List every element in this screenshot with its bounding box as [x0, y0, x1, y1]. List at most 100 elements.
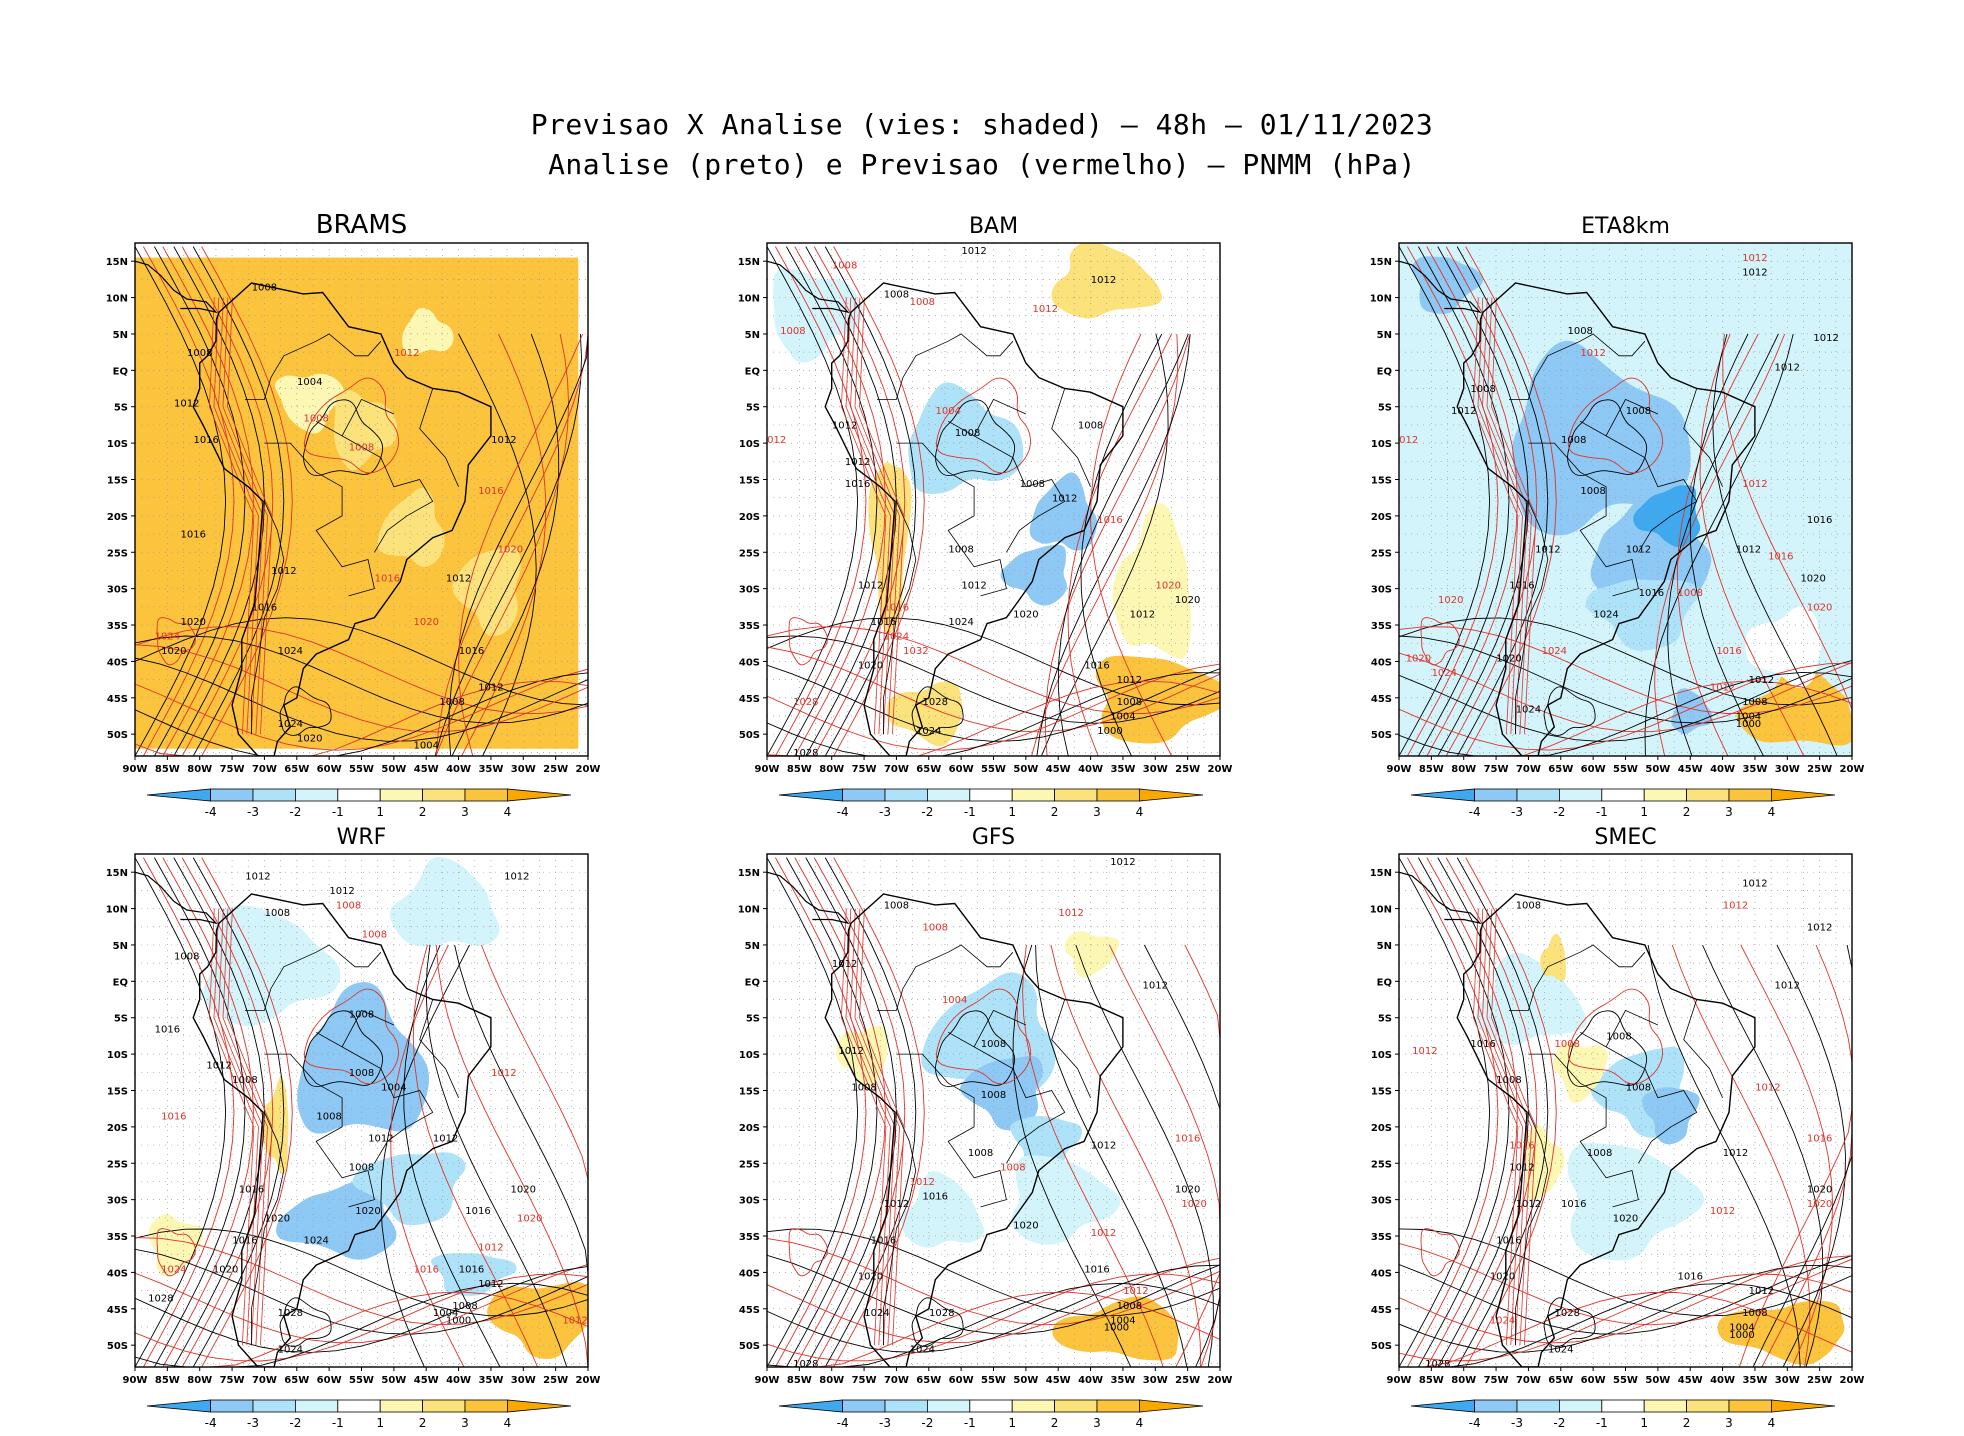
colorbar-segment: [506, 788, 572, 802]
country-border: [877, 944, 1014, 1011]
colorbar-segment: [969, 1399, 1013, 1413]
lat-tick-label: 15S: [107, 475, 128, 486]
analysis-isobar: [824, 857, 917, 1367]
lon-tick-label: 55W: [1613, 764, 1638, 775]
forecast-isobar-andes: [1486, 908, 1532, 1346]
analysis-contour-label: 1000: [1104, 1323, 1129, 1334]
forecast-contour-label: 1008: [1000, 1163, 1025, 1174]
analysis-contour-label: 1012: [832, 959, 857, 970]
lat-tick-label: EQ: [113, 366, 128, 377]
lon-tick-label: 50W: [1013, 1375, 1038, 1386]
central-america-coast: [1399, 871, 1482, 925]
forecast-isobar: [156, 617, 196, 666]
analysis-isobar: [135, 857, 227, 1367]
bias-region: [901, 1171, 985, 1248]
panel-chart-svg: GFS1012100810121012100810121008100810081…: [738, 825, 1233, 1430]
colorbar-segment: [1011, 788, 1056, 802]
bias-region: [960, 1055, 1043, 1131]
bias-region: [868, 462, 912, 634]
lat-tick-label: 50S: [107, 1341, 128, 1352]
analysis-contour-label: 1012: [329, 886, 354, 897]
forecast-contour-label: 1012: [1091, 1228, 1116, 1239]
lat-tick-label: 50S: [739, 1341, 760, 1352]
panel-title: BRAMS: [316, 210, 408, 240]
forecast-isobar-andes: [208, 297, 255, 735]
analysis-contour-label: 1012: [1723, 1148, 1748, 1159]
analysis-contour-label: 1012: [1742, 879, 1767, 890]
lon-tick-label: 50W: [1645, 1375, 1670, 1386]
analysis-contour-label: 1016: [871, 617, 896, 628]
lon-tick-label: 60W: [317, 764, 342, 775]
analysis-contour-label: 1012: [206, 1061, 231, 1072]
analysis-isobar: [911, 1297, 964, 1347]
panel-smec: SMEC 1012 1008 1012 1012 1016 1008 1008 1008 1008…: [1369, 816, 1964, 1430]
analysis-contour-label: 1008: [1626, 1082, 1651, 1093]
forecast-contour-label: 1012: [562, 1315, 587, 1326]
lon-tick-label: 50W: [381, 1375, 406, 1386]
analysis-isobar: [767, 635, 1220, 724]
lat-tick-label: 45S: [739, 1305, 760, 1316]
forecast-contour-label: 1012: [1580, 348, 1605, 359]
forecast-contour-label: 1016: [1768, 552, 1793, 563]
country-border: [896, 1053, 1007, 1208]
analysis-isobar: [448, 333, 588, 756]
lat-tick-label: 10N: [738, 294, 760, 305]
forecast-contour-label: 1012: [478, 1243, 503, 1254]
analysis-contour-label: 1004: [381, 1082, 406, 1093]
lat-tick-label: 20S: [739, 512, 760, 523]
lat-tick-label: 15N: [738, 257, 760, 268]
forecast-isobar: [1465, 246, 1557, 756]
analysis-contour-label: 1012: [1813, 333, 1838, 344]
analysis-contour-label: 1020: [858, 1272, 883, 1283]
lon-tick-label: 20W: [1208, 764, 1233, 775]
lon-tick-label: 70W: [884, 764, 909, 775]
lon-tick-label: 90W: [123, 764, 148, 775]
lat-tick-label: 30S: [107, 585, 128, 596]
forecast-contour-label: 1020: [498, 544, 523, 555]
analysis-contour-label: 1024: [910, 1344, 935, 1355]
lon-tick-label: 55W: [349, 1375, 374, 1386]
panel-eta8km: ETA8km 1012 1008 1012 1012 1012 1008 1008 1008 10…: [1369, 205, 1964, 819]
analysis-contour-label: 1008: [232, 1075, 257, 1086]
forecast-contour-label: 1012: [761, 435, 786, 446]
forecast-isobar: [143, 246, 235, 756]
lat-tick-label: 5N: [745, 941, 760, 952]
analysis-contour-label: 1020: [1175, 1184, 1200, 1195]
lat-tick-label: 40S: [1371, 1268, 1392, 1279]
bias-nodata: [578, 243, 588, 756]
analysis-isobar: [911, 686, 964, 736]
analysis-contour-label: 1020: [1175, 595, 1200, 606]
analysis-contour-label: 1008: [452, 1301, 477, 1312]
forecast-isobar: [1676, 333, 1759, 756]
country-border: [1509, 333, 1646, 400]
forecast-isobar: [1407, 246, 1499, 756]
analysis-contour-label: 1008: [948, 544, 973, 555]
analysis-isobar: [767, 857, 859, 1367]
lon-tick-label: 65W: [284, 1375, 309, 1386]
country-border: [251, 1112, 285, 1346]
colorbar-label: -4: [837, 805, 849, 819]
colorbar-segment: [1138, 788, 1204, 802]
lat-tick-label: 10S: [1371, 1050, 1392, 1061]
map-area: 1012 1008 1012 1012 1012 1008 1008 1008 1008 1016…: [1399, 243, 1852, 756]
analysis-contour-label: 1016: [1084, 661, 1109, 672]
lat-tick-label: EQ: [745, 366, 760, 377]
lat-tick-label: 45S: [1371, 694, 1392, 705]
colorbar-label: 2: [419, 805, 427, 819]
forecast-contour-label: 1012: [491, 1068, 516, 1079]
analysis-isobar: [1075, 944, 1214, 1367]
analysis-isobar: [767, 1254, 1220, 1335]
lon-tick-label: 50W: [1013, 764, 1038, 775]
lat-tick-label: 40S: [739, 1268, 760, 1279]
forecast-isobar: [458, 333, 584, 756]
analysis-contour-label: 1004: [413, 741, 438, 752]
lat-tick-label: 40S: [739, 657, 760, 668]
forecast-isobar: [935, 988, 1031, 1085]
lon-tick-label: 80W: [819, 764, 844, 775]
forecast-isobar-andes: [845, 908, 891, 1346]
analysis-contour-label: 1016: [1084, 1264, 1109, 1275]
forecast-isobar: [1399, 626, 1852, 714]
colorbar-label: -4: [1469, 805, 1481, 819]
analysis-isobar: [403, 944, 501, 1367]
analysis-contour-label: 1008: [1626, 406, 1651, 417]
